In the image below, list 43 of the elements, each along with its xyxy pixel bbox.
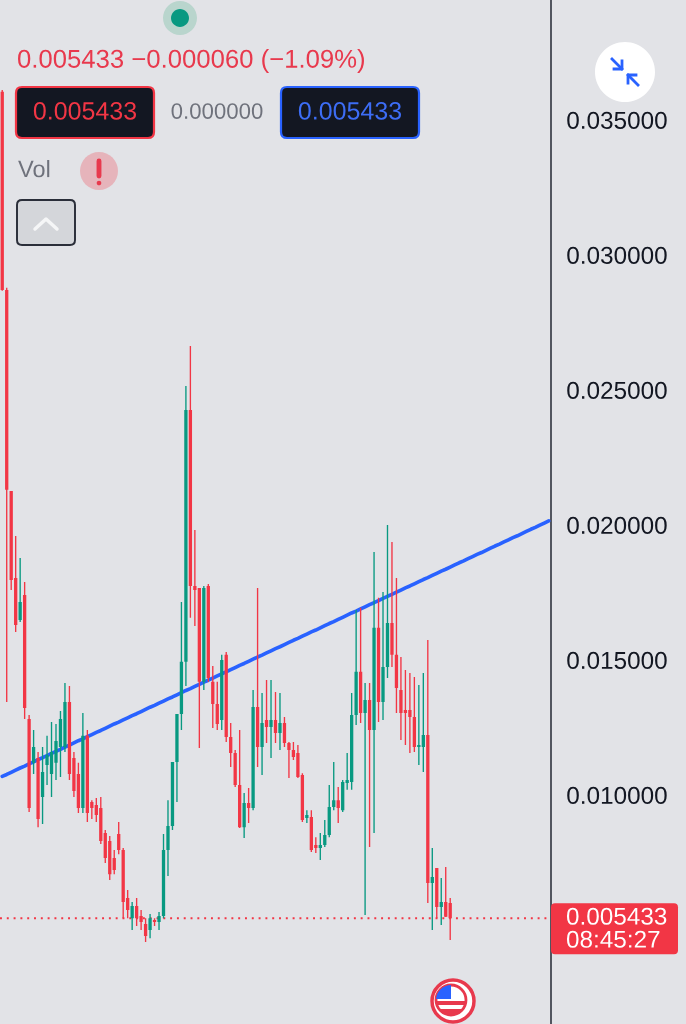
- candlestick: [27, 715, 31, 813]
- annotation: 0.005433 −0.000060 (−1.09%): [18, 49, 364, 73]
- candlestick: [157, 911, 161, 931]
- candlestick: [341, 779, 345, 813]
- candlestick: [202, 585, 206, 690]
- candlestick: [260, 692, 264, 776]
- y-tick-label: 0.015000: [567, 651, 667, 670]
- candlestick: [184, 385, 188, 686]
- candlestick: [372, 551, 376, 834]
- candlestick: [166, 800, 170, 877]
- text: 08:45:27: [566, 930, 660, 948]
- candlestick: [130, 901, 134, 931]
- annotation: 0.005433: [298, 102, 402, 120]
- candlestick: [381, 591, 385, 720]
- candlestick: [408, 672, 412, 753]
- annotation: 0.005433: [33, 102, 137, 120]
- candlestick: [18, 557, 22, 622]
- candlestick: [287, 742, 291, 778]
- candlestick: [390, 541, 394, 667]
- candlestick: [36, 752, 40, 828]
- y-tick-label: 0.010000: [567, 786, 667, 805]
- candlestick: [206, 584, 210, 682]
- candlestick: [269, 679, 273, 759]
- annotation: Vol: [18, 159, 50, 178]
- candlestick: [278, 692, 282, 750]
- y-tick-label: 0.030000: [567, 246, 667, 264]
- candlestick: [305, 810, 309, 824]
- candlestick: [242, 793, 246, 838]
- candlestick: [81, 712, 85, 814]
- y-tick-label: 0.035000: [567, 111, 667, 129]
- candlestick: [354, 610, 358, 726]
- y-tick-label: 0.020000: [567, 516, 667, 535]
- candlestick: [363, 682, 367, 915]
- candlestick: [224, 651, 228, 743]
- y-tick-label: 0.025000: [567, 381, 667, 399]
- candlestick: [0, 89, 4, 291]
- candlestick: [148, 914, 152, 939]
- candlestick: [175, 713, 179, 803]
- candlestick: [417, 685, 421, 766]
- candlestick: [170, 762, 175, 831]
- ref-line-label: 0.005433: [566, 907, 667, 925]
- annotation: 0.000000: [171, 103, 263, 119]
- candlestick: [251, 689, 255, 811]
